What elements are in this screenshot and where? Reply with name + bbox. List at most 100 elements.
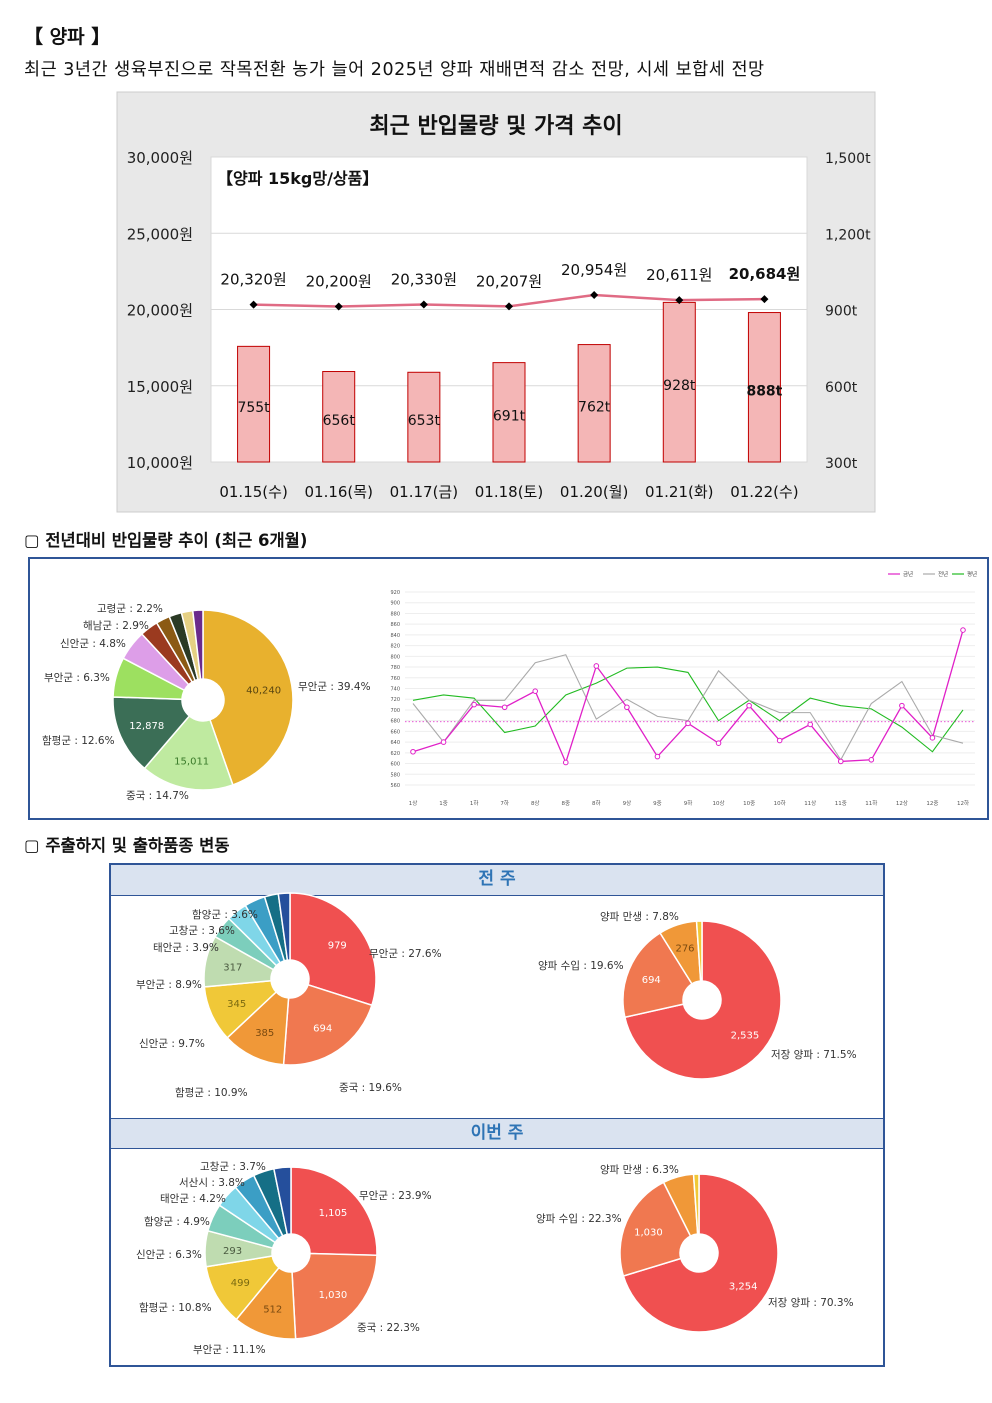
line-point <box>929 735 936 741</box>
price-marker <box>590 290 599 299</box>
price-marker <box>675 296 684 305</box>
pie-value-label: 385 <box>255 1028 274 1039</box>
date-tick-label: 01.15(수) <box>219 483 287 501</box>
pie-slice <box>235 1266 297 1340</box>
line-xtick: 1중 <box>439 800 448 807</box>
left-tick-label: 15,000원 <box>127 378 193 396</box>
pie-region-label: 해남군 : 2.9% <box>83 619 149 632</box>
pie-label: 부안군 : 8.9% <box>136 979 202 991</box>
date-tick-label: 01.16(목) <box>304 483 372 501</box>
pie-label: 고창군 : 3.7% <box>200 1161 266 1173</box>
line-ytick: 820 <box>390 644 400 650</box>
right-tick-label: 1,200t <box>825 227 871 243</box>
volume-label: 653t <box>408 413 441 429</box>
date-tick-label: 01.18(토) <box>475 483 543 501</box>
pie-value-label: 1,030 <box>319 1290 348 1301</box>
line-xtick: 10상 <box>713 799 725 807</box>
volume-label: 928t <box>663 378 696 394</box>
line-xtick: 11중 <box>835 800 847 807</box>
line-point <box>440 739 447 745</box>
price-line <box>249 290 769 311</box>
pie-label: 고창군 : 3.6% <box>169 925 235 937</box>
pie-label: 서산시 : 3.8% <box>179 1177 245 1189</box>
pie-region-label: 무안군 : 39.4% <box>298 681 371 693</box>
left-tick-label: 10,000원 <box>127 454 193 472</box>
volume-bar <box>322 371 356 463</box>
line-ytick: 720 <box>390 697 400 703</box>
pie-value-label: 499 <box>231 1278 250 1289</box>
pie-slice <box>205 1255 280 1321</box>
pie-label: 양파 수입 : 22.3% <box>536 1212 622 1225</box>
pie-value-label: 15,011 <box>174 756 209 767</box>
shipping-panel: 전 주 이번 주 979 694 385 345 317 2,535 694 276 1,1… <box>109 863 885 1367</box>
volume-label: 762t <box>578 399 611 415</box>
line-xtick: 12상 <box>896 799 908 807</box>
page-title: 【 양파 】 <box>24 26 111 48</box>
pie-slice <box>692 1173 700 1235</box>
volume-trend-panel: 40,240 15,011 12,878 무안군 : 39.4% 중국 : 14.7%… <box>28 557 989 820</box>
pie-label: 함평군 : 10.8% <box>139 1302 212 1314</box>
line-ytick: 860 <box>390 622 400 628</box>
line-ytick: 840 <box>390 633 400 639</box>
pie-value-label: 512 <box>263 1305 282 1316</box>
line-ytick: 620 <box>390 751 400 757</box>
pie-label: 중국 : 19.6% <box>339 1082 402 1094</box>
line-xtick: 1상 <box>409 799 418 807</box>
price-marker <box>249 300 258 309</box>
volume-bar <box>492 362 526 463</box>
pie-value-label: 293 <box>223 1246 242 1257</box>
line-ytick: 660 <box>390 729 400 735</box>
left-tick-label: 30,000원 <box>127 149 193 167</box>
pie-label: 양파 만생 : 6.3% <box>600 1164 679 1176</box>
pie-slice <box>695 920 703 982</box>
price-label: 20,330원 <box>391 270 457 288</box>
line-ytick: 700 <box>390 708 400 714</box>
volume-bar <box>407 371 441 463</box>
shipping-pie-labels: 무안군 : 27.6% 중국 : 19.6% 함평군 : 10.9% 신안군 : 9.… <box>136 909 857 1356</box>
pie-label: 함양군 : 3.6% <box>192 909 258 921</box>
line-point <box>624 704 630 711</box>
pie-label: 중국 : 22.3% <box>357 1322 420 1334</box>
volume-bar <box>662 301 696 463</box>
pie-slice <box>226 990 290 1066</box>
volume-label: 888t <box>746 383 782 399</box>
line-point <box>685 720 691 727</box>
volume-bar <box>747 312 781 463</box>
pie-label: 신안군 : 9.7% <box>139 1038 205 1050</box>
pie-slice <box>272 1166 292 1236</box>
line-ytick: 640 <box>390 740 400 746</box>
legend-label: 금년 <box>903 570 913 578</box>
pie-value-label: 12,878 <box>129 721 164 732</box>
pie-slice <box>619 1181 692 1277</box>
volume-label: 656t <box>323 413 356 429</box>
line-xtick: 1하 <box>470 799 479 807</box>
pie-value-label: 276 <box>675 944 694 955</box>
line-xtick: 9상 <box>623 799 632 807</box>
chart-title: 최근 반입물량 및 가격 추이 <box>369 114 622 139</box>
line-point <box>899 702 905 709</box>
chart-inner-label: 【양파 15kg망/상품】 <box>217 169 378 188</box>
origin-pie-chart: 40,240 15,011 12,878 <box>112 609 294 791</box>
origin-pie-labels: 무안군 : 39.4% 중국 : 14.7% 함평군 : 12.6% 부안군 : 6.… <box>42 603 371 802</box>
line-xtick: 11상 <box>804 799 816 807</box>
pie-slice <box>112 696 191 770</box>
pie-label: 저장 양파 : 71.5% <box>771 1049 857 1061</box>
right-tick-label: 600t <box>825 380 858 396</box>
pie-region-label: 부안군 : 6.3% <box>44 672 110 684</box>
right-tick-label: 900t <box>825 304 858 320</box>
price-volume-chart: 최근 반입물량 및 가격 추이 【양파 15kg망/상품】 30,000원 25,… <box>116 91 876 513</box>
line-point <box>532 688 539 694</box>
pie-value-label: 345 <box>227 999 246 1010</box>
line-xtick: 12하 <box>957 799 969 807</box>
line-point <box>746 702 752 709</box>
pie-value-label: 694 <box>642 975 661 986</box>
pie-label: 부안군 : 11.1% <box>193 1344 266 1356</box>
line-xtick: 8하 <box>592 799 601 807</box>
line-xtick: 12중 <box>926 800 938 807</box>
line-ytick: 800 <box>390 654 400 660</box>
pie-value-label: 979 <box>328 941 347 952</box>
line-ytick: 740 <box>390 687 400 693</box>
price-marker <box>419 300 428 309</box>
line-ytick: 900 <box>390 601 400 607</box>
pie-slice <box>291 1252 378 1340</box>
